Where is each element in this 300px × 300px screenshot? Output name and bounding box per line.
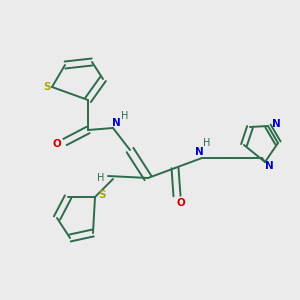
Text: S: S [43, 82, 51, 92]
Text: H: H [97, 173, 105, 183]
Text: S: S [98, 190, 106, 200]
Text: H: H [203, 138, 211, 148]
Text: N: N [272, 119, 280, 129]
Text: N: N [112, 118, 120, 128]
Text: O: O [177, 198, 185, 208]
Text: O: O [52, 139, 62, 149]
Text: N: N [195, 147, 203, 157]
Text: N: N [265, 161, 273, 171]
Text: H: H [121, 111, 129, 121]
